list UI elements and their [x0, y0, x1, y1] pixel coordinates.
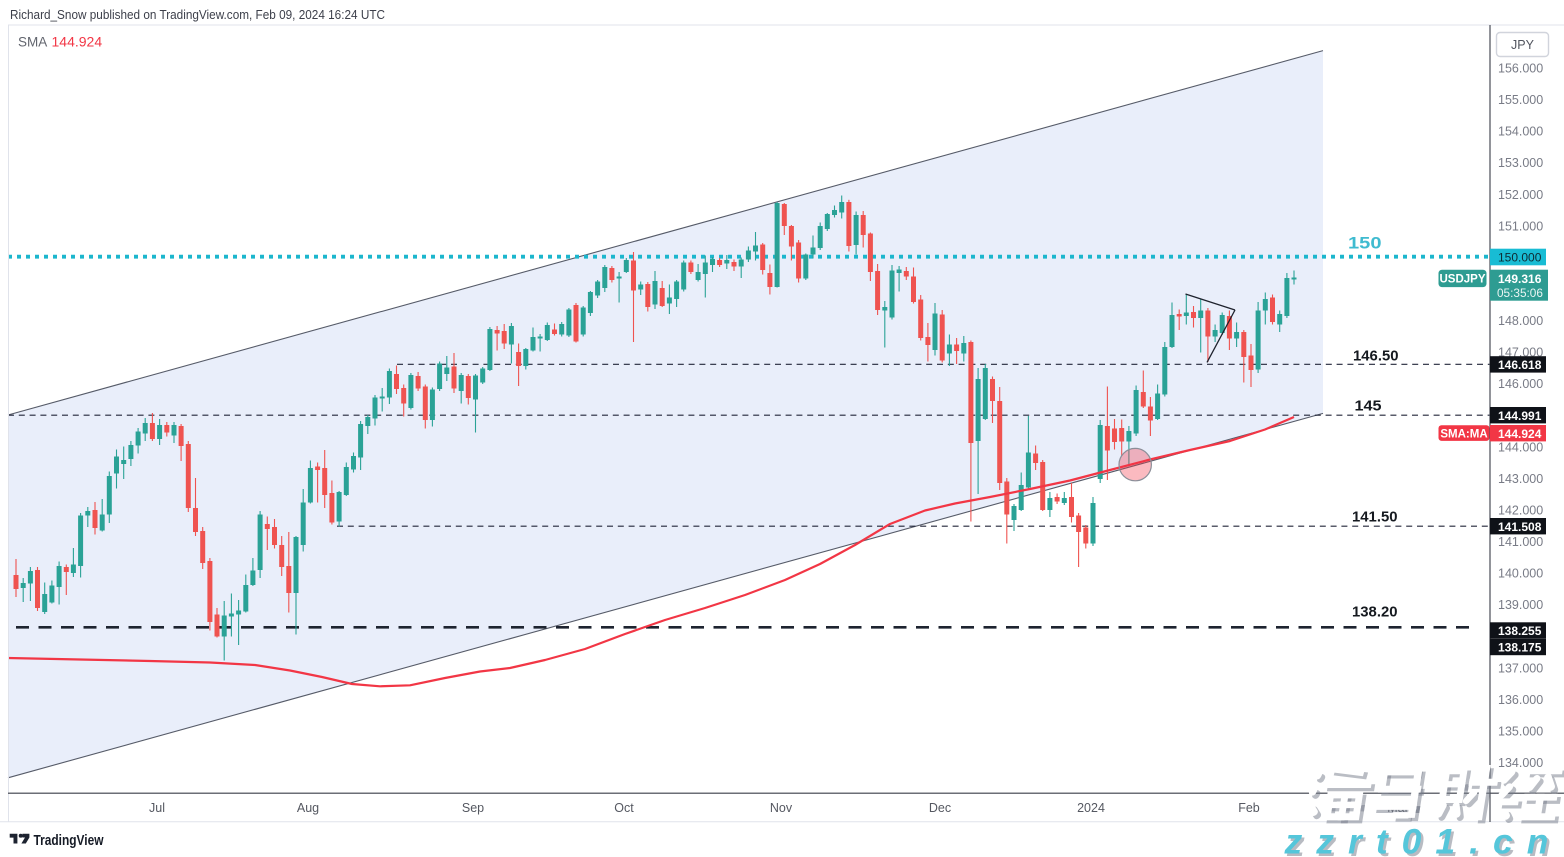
- svg-text:150.000: 150.000: [1498, 251, 1542, 265]
- svg-text:134.000: 134.000: [1498, 756, 1543, 770]
- svg-text:Feb: Feb: [1238, 801, 1260, 815]
- svg-text:146.000: 146.000: [1498, 377, 1543, 391]
- svg-text:USDJPY: USDJPY: [1439, 274, 1485, 286]
- svg-text:148.000: 148.000: [1498, 314, 1543, 328]
- svg-text:zzrt01.cn: zzrt01.cn: [1284, 822, 1563, 857]
- svg-text:Oct: Oct: [614, 801, 634, 815]
- svg-text:152.000: 152.000: [1498, 188, 1543, 202]
- svg-text:Aug: Aug: [297, 801, 319, 815]
- svg-text:156.000: 156.000: [1498, 62, 1543, 76]
- svg-text:151.000: 151.000: [1498, 219, 1543, 233]
- svg-text:146.50: 146.50: [1353, 348, 1399, 365]
- svg-text:SMA: SMA: [18, 35, 47, 50]
- svg-text:Sep: Sep: [462, 801, 484, 815]
- svg-text:2024: 2024: [1077, 801, 1105, 815]
- svg-text:Dec: Dec: [929, 801, 951, 815]
- svg-text:TradingView: TradingView: [34, 833, 105, 849]
- svg-text:Richard_Snow published on Trad: Richard_Snow published on TradingView.co…: [10, 7, 385, 22]
- svg-text:137.000: 137.000: [1498, 661, 1543, 675]
- svg-text:155.000: 155.000: [1498, 93, 1543, 107]
- svg-text:144.991: 144.991: [1498, 409, 1542, 423]
- svg-text:138.175: 138.175: [1498, 641, 1542, 655]
- svg-text:149.316: 149.316: [1498, 272, 1542, 286]
- svg-text:146.618: 146.618: [1498, 358, 1542, 372]
- svg-text:141.50: 141.50: [1352, 509, 1398, 526]
- svg-text:145: 145: [1355, 398, 1382, 415]
- svg-text:zzrt01.cn: zzrt01.cn: [1286, 824, 1564, 857]
- svg-text:138.255: 138.255: [1498, 624, 1542, 638]
- svg-text:143.000: 143.000: [1498, 472, 1543, 486]
- svg-text:154.000: 154.000: [1498, 125, 1543, 139]
- svg-text:Jul: Jul: [149, 801, 165, 815]
- svg-text:05:35:06: 05:35:06: [1497, 286, 1543, 300]
- svg-text:138.20: 138.20: [1352, 604, 1398, 621]
- svg-text:144.924: 144.924: [52, 34, 103, 50]
- svg-text:150: 150: [1348, 234, 1382, 253]
- svg-text:144.000: 144.000: [1498, 440, 1543, 454]
- svg-text:142.000: 142.000: [1498, 504, 1543, 518]
- svg-text:140.000: 140.000: [1498, 567, 1543, 581]
- svg-text:SMA:MA: SMA:MA: [1440, 428, 1487, 440]
- svg-text:136.000: 136.000: [1498, 693, 1543, 707]
- svg-text:Nov: Nov: [770, 801, 793, 815]
- svg-text:141.000: 141.000: [1498, 535, 1543, 549]
- svg-text:135.000: 135.000: [1498, 725, 1543, 739]
- svg-text:JPY: JPY: [1511, 38, 1535, 52]
- svg-text:139.000: 139.000: [1498, 598, 1543, 612]
- svg-text:153.000: 153.000: [1498, 156, 1543, 170]
- svg-text:141.508: 141.508: [1498, 520, 1542, 534]
- svg-text:144.924: 144.924: [1498, 427, 1542, 441]
